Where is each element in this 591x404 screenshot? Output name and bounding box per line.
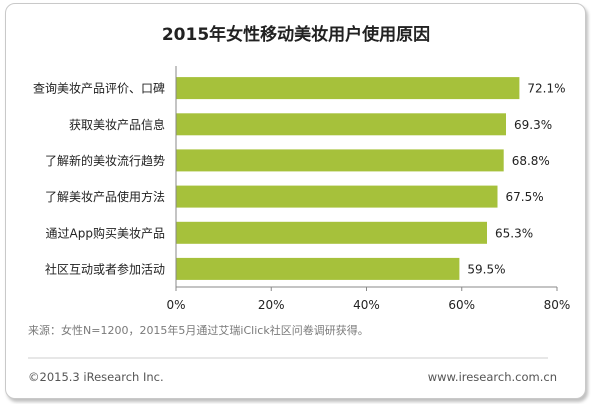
value-label: 65.3% bbox=[495, 226, 533, 240]
category-label: 通过App购买美妆产品 bbox=[46, 225, 165, 240]
copyright-text: ©2015.3 iResearch Inc. bbox=[28, 370, 164, 384]
category-label: 获取美妆产品信息 bbox=[69, 117, 165, 132]
x-tick-label: 80% bbox=[544, 298, 571, 312]
category-label: 了解美妆产品使用方法 bbox=[45, 189, 165, 204]
bar-1 bbox=[176, 77, 520, 100]
x-tick-label: 20% bbox=[258, 298, 285, 312]
bars-group: 查询美妆产品评价、口碑 72.1% 获取美妆产品信息 69.3% 了解新的美妆流行趋势 6… bbox=[33, 77, 566, 280]
category-label: 了解新的美妆流行趋势 bbox=[45, 153, 165, 168]
website-text: www.iresearch.com.cn bbox=[428, 370, 557, 384]
bar-4 bbox=[176, 185, 498, 208]
category-label: 社区互动或者参加活动 bbox=[45, 261, 165, 276]
value-label: 59.5% bbox=[467, 262, 505, 276]
x-tick-label: 0% bbox=[166, 298, 185, 312]
x-tick-label: 40% bbox=[353, 298, 380, 312]
source-footnote: 来源：女性N=1200，2015年5月通过艾瑞iClick社区问卷调研获得。 bbox=[28, 323, 369, 337]
bar-5 bbox=[176, 221, 487, 244]
x-axis: 0% 20% 40% 60% 80% bbox=[166, 66, 570, 312]
category-label: 查询美妆产品评价、口碑 bbox=[33, 81, 165, 96]
value-label: 68.8% bbox=[512, 154, 550, 168]
value-label: 69.3% bbox=[514, 118, 552, 132]
bar-3 bbox=[176, 149, 504, 172]
value-label: 72.1% bbox=[527, 82, 565, 96]
x-tick-label: 60% bbox=[448, 298, 475, 312]
bar-6 bbox=[176, 257, 460, 280]
bar-2 bbox=[176, 113, 506, 136]
value-label: 67.5% bbox=[506, 190, 544, 204]
chart-title: 2015年女性移动美妆用户使用原因 bbox=[162, 24, 430, 45]
